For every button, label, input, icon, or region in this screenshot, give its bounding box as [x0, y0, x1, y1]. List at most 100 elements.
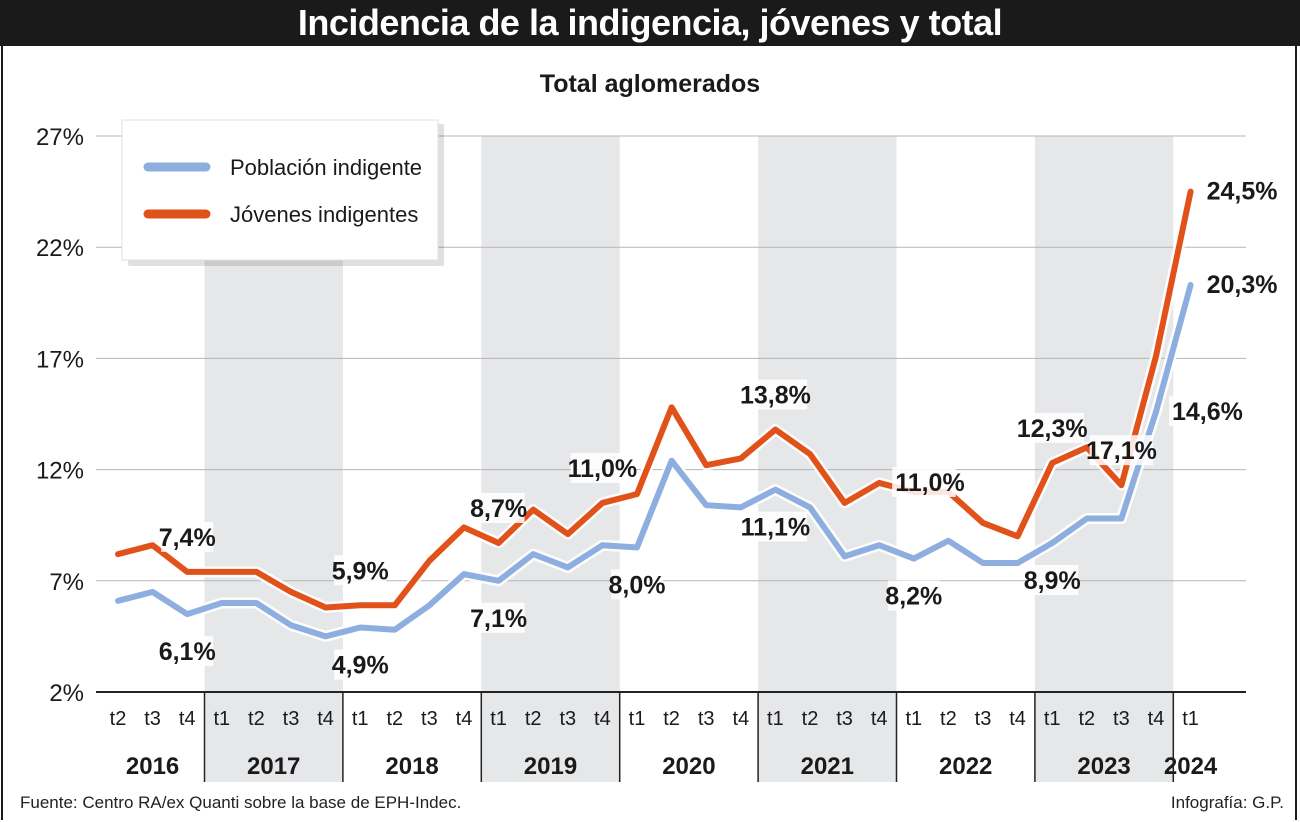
- data-label-bg: [334, 555, 387, 586]
- x-tick-label: t1: [1182, 708, 1199, 730]
- x-tick-label: t1: [490, 708, 507, 730]
- x-tick-label: t2: [110, 708, 127, 730]
- credit-note: Infografía: G.P.: [1170, 793, 1284, 812]
- data-label: 13,8%: [740, 382, 811, 410]
- year-label: 2020: [662, 753, 715, 780]
- year-label: 2017: [247, 753, 300, 780]
- y-tick-labels: 2% 7% 12% 17% 22% 27%: [36, 124, 84, 707]
- x-tick-label: t2: [940, 708, 957, 730]
- data-label-bg: [334, 649, 387, 680]
- x-tick-label: t3: [559, 708, 576, 730]
- data-label-bg: [161, 521, 214, 552]
- year-label: 2016: [126, 753, 179, 780]
- x-tick-label: t4: [1009, 708, 1026, 730]
- data-label-bg: [161, 636, 214, 667]
- x-tick-label: t4: [456, 708, 473, 730]
- x-tick-label: t3: [421, 708, 438, 730]
- data-label: 5,9%: [332, 557, 389, 585]
- data-label-bg: [892, 466, 956, 497]
- x-tick-label: t1: [767, 708, 784, 730]
- data-label-bg: [472, 492, 525, 523]
- chart-frame: [1, 46, 1297, 820]
- x-tick-label: t3: [144, 708, 161, 730]
- legend-label: Jóvenes indigentes: [230, 202, 418, 227]
- data-label: 6,1%: [159, 638, 216, 666]
- chart-subtitle: Total aglomerados: [540, 70, 760, 98]
- data-label-bg: [887, 580, 940, 611]
- data-label-bg: [743, 379, 808, 410]
- x-tick-label: t4: [871, 708, 888, 730]
- year-label: 2023: [1077, 753, 1130, 780]
- x-tick-label: t4: [732, 708, 749, 730]
- x-tick-label: t1: [352, 708, 369, 730]
- year-label: 2019: [524, 753, 577, 780]
- data-label: 8,2%: [885, 583, 942, 611]
- data-label-bg: [611, 569, 663, 600]
- x-tick-label: t4: [179, 708, 196, 730]
- legend-box: [121, 119, 439, 261]
- data-label: 11,1%: [741, 514, 811, 542]
- series-lines: [112, 186, 1197, 642]
- year-band-2021: [758, 136, 897, 782]
- x-tick-label: t4: [594, 708, 611, 730]
- data-label-bg: [1203, 175, 1268, 206]
- data-label: 7,4%: [159, 524, 216, 552]
- year-label: 2022: [939, 753, 992, 780]
- year-label: 2024: [1164, 753, 1218, 780]
- series-line-0: [115, 282, 1194, 640]
- y-tick-label: 12%: [36, 458, 84, 485]
- data-label-bg: [570, 452, 635, 483]
- data-label: 17,1%: [1086, 437, 1157, 465]
- x-tick-label: t2: [386, 708, 403, 730]
- data-label: 4,9%: [332, 652, 389, 680]
- data-label-bg: [1089, 435, 1154, 466]
- x-tick-label: t2: [525, 708, 542, 730]
- series-line-1: [115, 188, 1194, 611]
- data-label: 12,3%: [1017, 415, 1088, 443]
- data-label: 14,6%: [1172, 398, 1243, 426]
- y-tick-label: 27%: [36, 124, 84, 151]
- data-label: 7,1%: [470, 605, 527, 633]
- data-label: 20,3%: [1207, 271, 1278, 299]
- data-label: 8,7%: [470, 495, 527, 523]
- data-label: 24,5%: [1207, 178, 1278, 206]
- data-label-bg: [1026, 564, 1079, 595]
- data-label-bg: [472, 602, 525, 633]
- x-tick-label: t3: [975, 708, 992, 730]
- source-note: Fuente: Centro RA/ex Quanti sobre la bas…: [20, 793, 462, 812]
- x-tick-label: t1: [905, 708, 922, 730]
- data-label-bg: [1203, 269, 1268, 300]
- year-label: 2021: [801, 753, 854, 780]
- data-label-bg: [1020, 412, 1084, 443]
- x-tick-label: t2: [1078, 708, 1095, 730]
- x-tick-label: t4: [317, 708, 334, 730]
- x-tick-label: t2: [802, 708, 819, 730]
- chart-title: Incidencia de la indigencia, jóvenes y t…: [0, 0, 1300, 46]
- legend: Población indigente Jóvenes indigentes: [121, 119, 444, 266]
- x-tick-label: t1: [629, 708, 646, 730]
- x-tick-label: t3: [283, 708, 300, 730]
- data-label: 8,9%: [1024, 567, 1081, 595]
- data-label: 11,0%: [895, 469, 965, 497]
- x-axis: t2 t3 t4 t1 t2 t3 t4 t1 t2 t3 t4 t1 t2 t3 t4 t1 t2 t3 t4 t1…: [110, 692, 1218, 782]
- x-tick-label: t2: [248, 708, 265, 730]
- x-tick-label: t4: [1148, 708, 1165, 730]
- x-tick-label: t2: [663, 708, 680, 730]
- legend-label: Población indigente: [230, 155, 422, 180]
- data-label-bg: [743, 511, 808, 542]
- year-label: 2018: [385, 753, 438, 780]
- y-tick-label: 2%: [49, 680, 84, 707]
- x-tick-label: t1: [1044, 708, 1061, 730]
- x-tick-label: t3: [1113, 708, 1130, 730]
- data-label-bg: [1169, 395, 1233, 426]
- x-tick-label: t1: [213, 708, 230, 730]
- y-tick-label: 7%: [49, 569, 84, 596]
- y-tick-label: 22%: [36, 235, 84, 262]
- data-label: 11,0%: [568, 455, 638, 483]
- x-tick-label: t3: [836, 708, 853, 730]
- data-label: 8,0%: [609, 571, 666, 599]
- x-tick-label: t3: [698, 708, 715, 730]
- y-tick-label: 17%: [36, 346, 84, 373]
- data-labels: 6,1% 4,9% 7,1% 8,0% 11,1% 8,2% 8,9% 14,6% 20,3% 7…: [159, 175, 1278, 680]
